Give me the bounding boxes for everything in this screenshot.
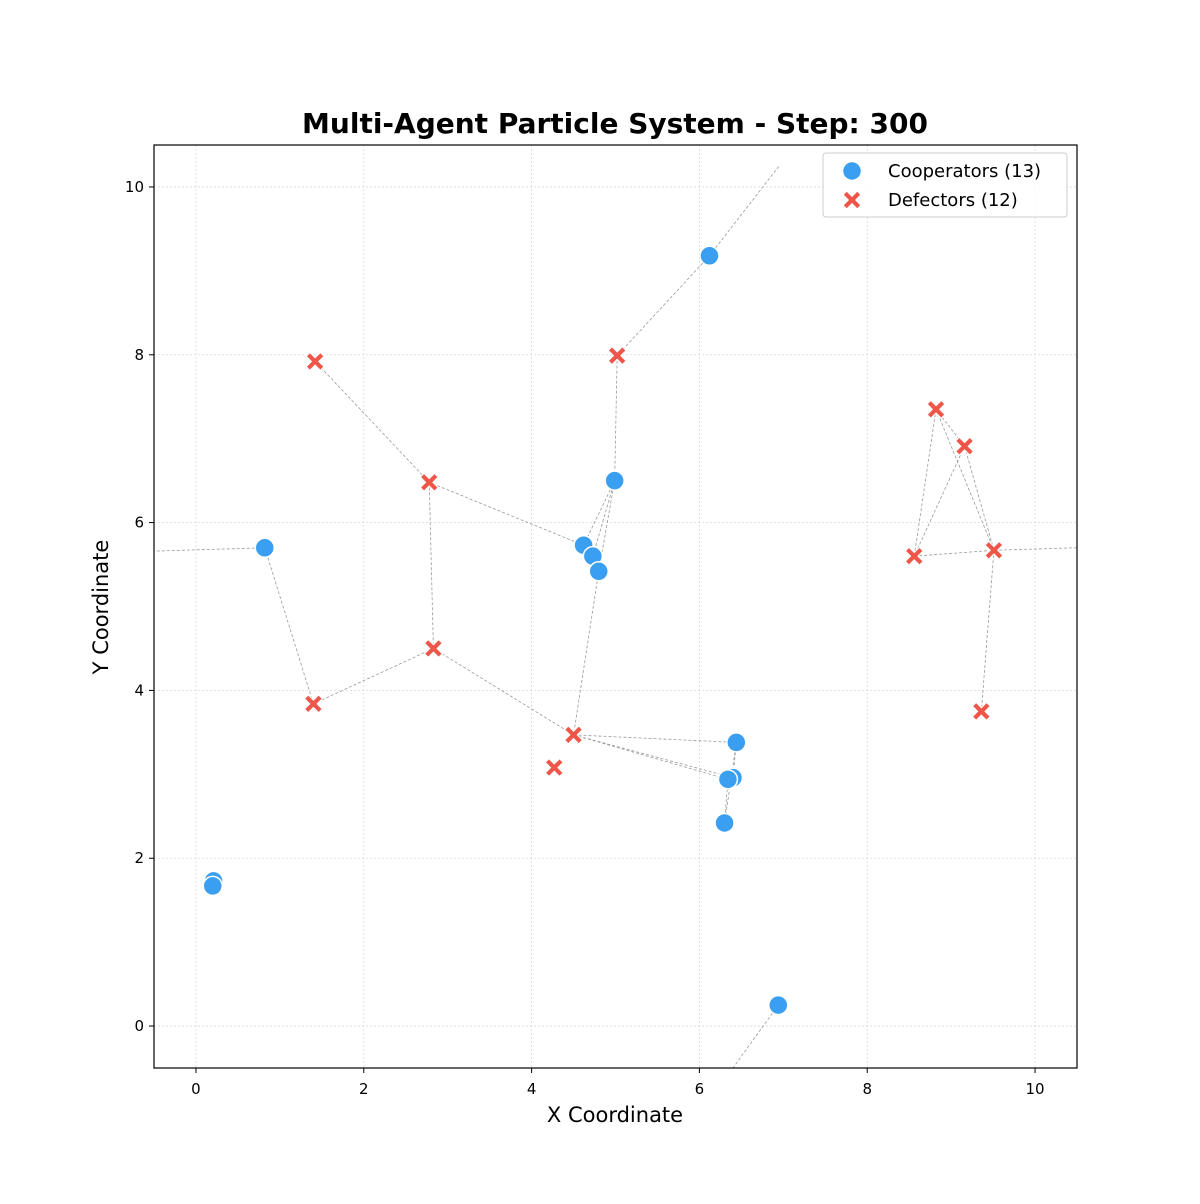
- connection-line: [616, 255, 710, 356]
- x-tick-label: 6: [695, 1080, 705, 1098]
- y-tick-label: 6: [134, 514, 144, 532]
- connection-line: [583, 480, 616, 546]
- cooperator-point: [588, 561, 609, 582]
- cooperator-point: [714, 812, 735, 834]
- connection-line: [709, 165, 780, 257]
- cooperator-point: [726, 732, 747, 753]
- legend-label: Defectors (12): [888, 190, 1018, 211]
- grid: [154, 145, 1077, 1068]
- connection-line: [573, 734, 737, 743]
- defector-point: [971, 701, 992, 722]
- defector-point: [563, 725, 584, 745]
- cooperator-point: [768, 994, 789, 1016]
- y-tick-label: 4: [134, 681, 144, 699]
- connection-line: [429, 481, 584, 546]
- defector-point: [954, 436, 975, 457]
- connection-line: [614, 355, 618, 481]
- connection-line: [914, 549, 994, 557]
- chart-title: Multi-Agent Particle System - Step: 300: [302, 107, 928, 140]
- connection-line: [732, 1004, 779, 1069]
- y-tick-label: 0: [134, 1017, 144, 1035]
- defector-point: [305, 351, 325, 372]
- connection-line: [573, 734, 734, 779]
- connection-line: [573, 571, 600, 735]
- connection-line: [433, 648, 574, 736]
- cooperator-point: [202, 875, 223, 897]
- defector-point: [926, 399, 946, 420]
- y-axis-label: Y Coordinate: [89, 540, 113, 676]
- defector-point: [984, 540, 1004, 561]
- connection-line: [264, 547, 314, 704]
- defector-point: [419, 472, 440, 493]
- defector-point: [904, 546, 925, 567]
- connection-line: [592, 480, 616, 557]
- defector-point: [544, 757, 565, 778]
- cooperator-point: [699, 245, 720, 267]
- defector-point: [303, 693, 324, 714]
- x-tick-label: 10: [1025, 1080, 1044, 1098]
- y-tick-label: 8: [134, 346, 144, 364]
- connection-line: [428, 482, 434, 649]
- x-tick-label: 4: [527, 1080, 537, 1098]
- x-tick-label: 2: [359, 1080, 369, 1098]
- connection-line: [313, 648, 434, 705]
- cooperator-point: [604, 470, 625, 491]
- connection-lines: [153, 165, 1078, 1069]
- connection-line: [913, 409, 937, 557]
- legend-cooperator-marker: [841, 160, 863, 182]
- connection-line: [314, 361, 430, 483]
- connection-line: [980, 550, 995, 712]
- connection-line: [573, 734, 729, 780]
- y-tick-label: 10: [125, 178, 144, 196]
- legend-label: Cooperators (13): [888, 161, 1041, 182]
- connection-line: [993, 547, 1078, 551]
- x-tick-label: 8: [862, 1080, 872, 1098]
- cooperator-point: [254, 537, 276, 559]
- plot-frame: [153, 144, 1078, 1069]
- legend-frame: [822, 152, 1068, 218]
- defector-point: [607, 345, 628, 366]
- connection-line: [913, 446, 965, 557]
- defector-point: [423, 638, 444, 659]
- connection-line: [153, 547, 265, 552]
- axis-ticks: 0 2 4 6 8 10 0 2 4 6 8 10: [125, 178, 1045, 1098]
- legend-defector-marker: [842, 190, 862, 210]
- cooperator-point: [717, 769, 739, 790]
- y-tick-label: 2: [134, 849, 144, 867]
- connection-line: [964, 446, 995, 551]
- legend: Cooperators (13) Defectors (12): [822, 152, 1068, 218]
- connection-line: [935, 409, 995, 551]
- x-axis-label: X Coordinate: [547, 1103, 683, 1127]
- data-points: [202, 245, 1004, 1016]
- x-tick-label: 0: [191, 1080, 201, 1098]
